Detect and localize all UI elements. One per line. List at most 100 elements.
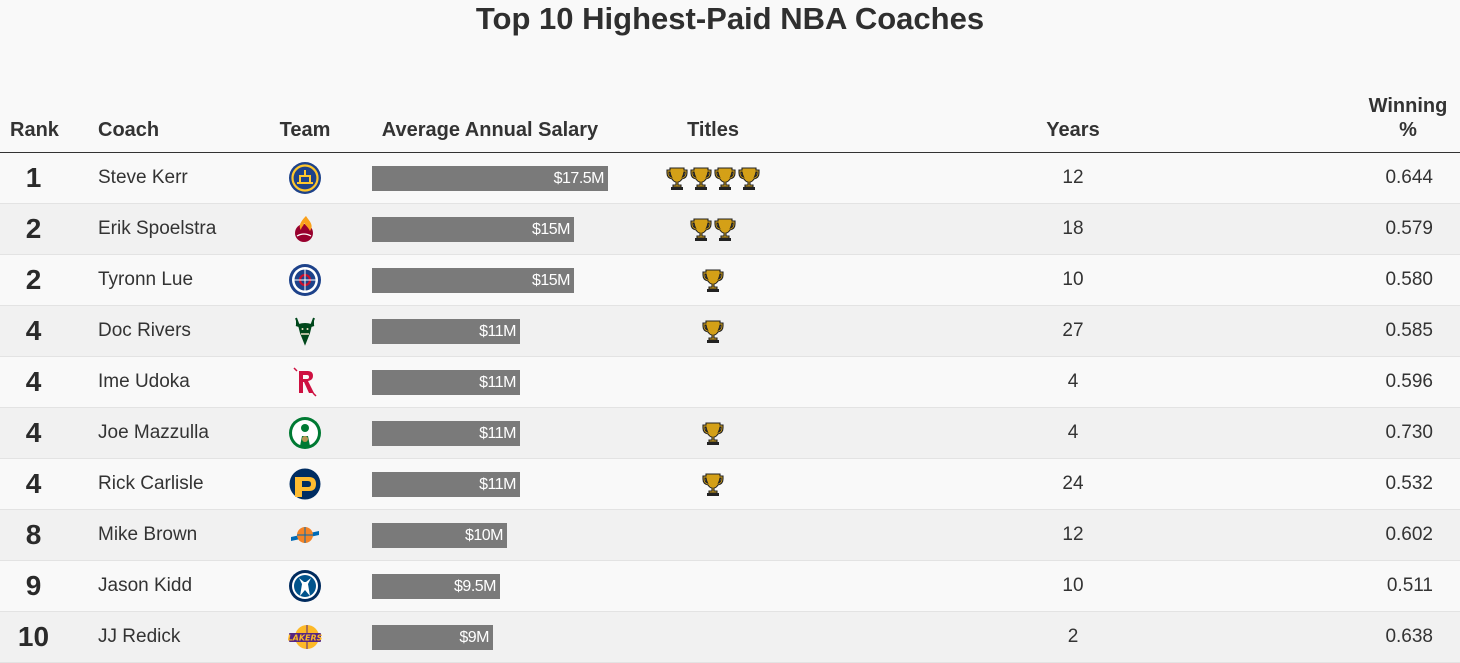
header-titles: Titles [687,119,739,141]
coach-name: Ime Udoka [98,371,190,392]
salary-bar: $11M [372,370,520,395]
table-row: 2 Tyronn Lue $15M 10 0.580 [0,255,1460,306]
winning-pct-value: 0.596 [1385,371,1433,392]
salary-cell: $15M [372,204,632,254]
salary-bar: $11M [372,472,520,497]
winning-pct-value: 0.585 [1385,320,1433,341]
titles-cell [640,306,786,356]
salary-bar: $9.5M [372,574,500,599]
header-rank: Rank [10,119,59,141]
winning-pct-value: 0.644 [1385,167,1433,188]
years-value: 12 [1062,524,1084,545]
coach-name: JJ Redick [98,626,181,647]
trophy-icon [714,166,736,190]
table-row: 4 Doc Rivers $11M 27 0.585 [0,306,1460,357]
trophy-icon [690,166,712,190]
table-row: 9 Jason Kidd $9.5M 10 0.511 [0,561,1460,612]
header-years: Years [1046,119,1100,141]
rank-value: 4 [25,366,42,397]
winning-pct-value: 0.602 [1385,524,1433,545]
trophy-icon [690,217,712,241]
years-value: 18 [1062,218,1084,239]
rank-value: 2 [25,264,42,295]
rank-value: 2 [25,213,42,244]
winning-pct-value: 0.532 [1385,473,1433,494]
coach-name: Erik Spoelstra [98,218,217,239]
rank-value: 10 [17,621,50,652]
salary-cell: $11M [372,357,632,407]
salary-bar: $11M [372,421,520,446]
salary-cell: $10M [372,510,632,560]
titles-cell [640,459,786,509]
years-value: 27 [1062,320,1084,341]
rockets-logo-icon [281,357,329,407]
salary-bar: $15M [372,217,574,242]
years-value: 10 [1062,575,1084,596]
coach-name: Tyronn Lue [98,269,194,290]
coach-name: Steve Kerr [98,167,188,188]
table-row: 4 Rick Carlisle $11M 24 0.532 [0,459,1460,510]
trophy-icon [702,268,724,292]
lakers-logo-icon: LAKERS [281,612,329,662]
mavericks-logo-icon [281,561,329,611]
coach-name: Joe Mazzulla [98,422,209,443]
years-value: 10 [1062,269,1084,290]
trophy-icon [666,166,688,190]
header-team: Team [279,119,331,141]
trophy-icon [702,319,724,343]
winning-pct-value: 0.579 [1385,218,1433,239]
celtics-logo-icon [281,408,329,458]
years-value: 4 [1067,371,1079,392]
salary-cell: $9.5M [372,561,632,611]
salary-cell: $9M [372,612,632,662]
coach-name: Rick Carlisle [98,473,204,494]
knicks-logo-icon [281,510,329,560]
rank-value: 1 [25,162,42,193]
years-value: 4 [1067,422,1079,443]
winning-pct-value: 0.730 [1385,422,1433,443]
rank-value: 4 [25,315,42,346]
salary-bar: $10M [372,523,507,548]
table-row: 1 Steve Kerr $17.5M 12 0.644 [0,153,1460,204]
coach-name: Jason Kidd [98,575,193,596]
salary-cell: $15M [372,255,632,305]
titles-cell [640,612,786,662]
clippers-logo-icon [281,255,329,305]
svg-text:LAKERS: LAKERS [288,634,322,643]
salary-cell: $11M [372,408,632,458]
bucks-logo-icon [281,306,329,356]
winning-pct-value: 0.580 [1385,269,1433,290]
salary-cell: $11M [372,306,632,356]
years-value: 12 [1062,167,1084,188]
table-row: 8 Mike Brown $10M 12 0.602 [0,510,1460,561]
trophy-icon [702,421,724,445]
winning-pct-value: 0.511 [1386,575,1433,596]
trophy-icon [714,217,736,241]
titles-cell [640,255,786,305]
chart-title: Top 10 Highest-Paid NBA Coaches [475,1,985,36]
header-winning-pct: Winning% [1368,95,1448,141]
years-value: 24 [1062,473,1084,494]
titles-cell [640,357,786,407]
salary-bar: $9M [372,625,493,650]
table-body: 1 Steve Kerr $17.5M 12 0.644 2 Erik Spoelstra $… [0,153,1460,663]
winning-pct-value: 0.638 [1385,626,1433,647]
titles-cell [640,153,786,203]
coach-name: Mike Brown [98,524,198,545]
rank-value: 4 [25,468,42,499]
titles-cell [640,561,786,611]
titles-cell [640,510,786,560]
rank-value: 9 [25,570,42,601]
pacers-logo-icon [281,459,329,509]
table-row: 2 Erik Spoelstra $15M 18 0.579 [0,204,1460,255]
titles-cell [640,408,786,458]
trophy-icon [702,472,724,496]
years-value: 2 [1067,626,1079,647]
coach-name: Doc Rivers [98,320,191,341]
salary-bar: $15M [372,268,574,293]
salary-bar: $17.5M [372,166,608,191]
salary-cell: $17.5M [372,153,632,203]
rank-value: 8 [25,519,42,550]
heat-logo-icon [281,204,329,254]
table-header: Rank Coach Team Average Annual Salary Ti… [0,60,1460,154]
